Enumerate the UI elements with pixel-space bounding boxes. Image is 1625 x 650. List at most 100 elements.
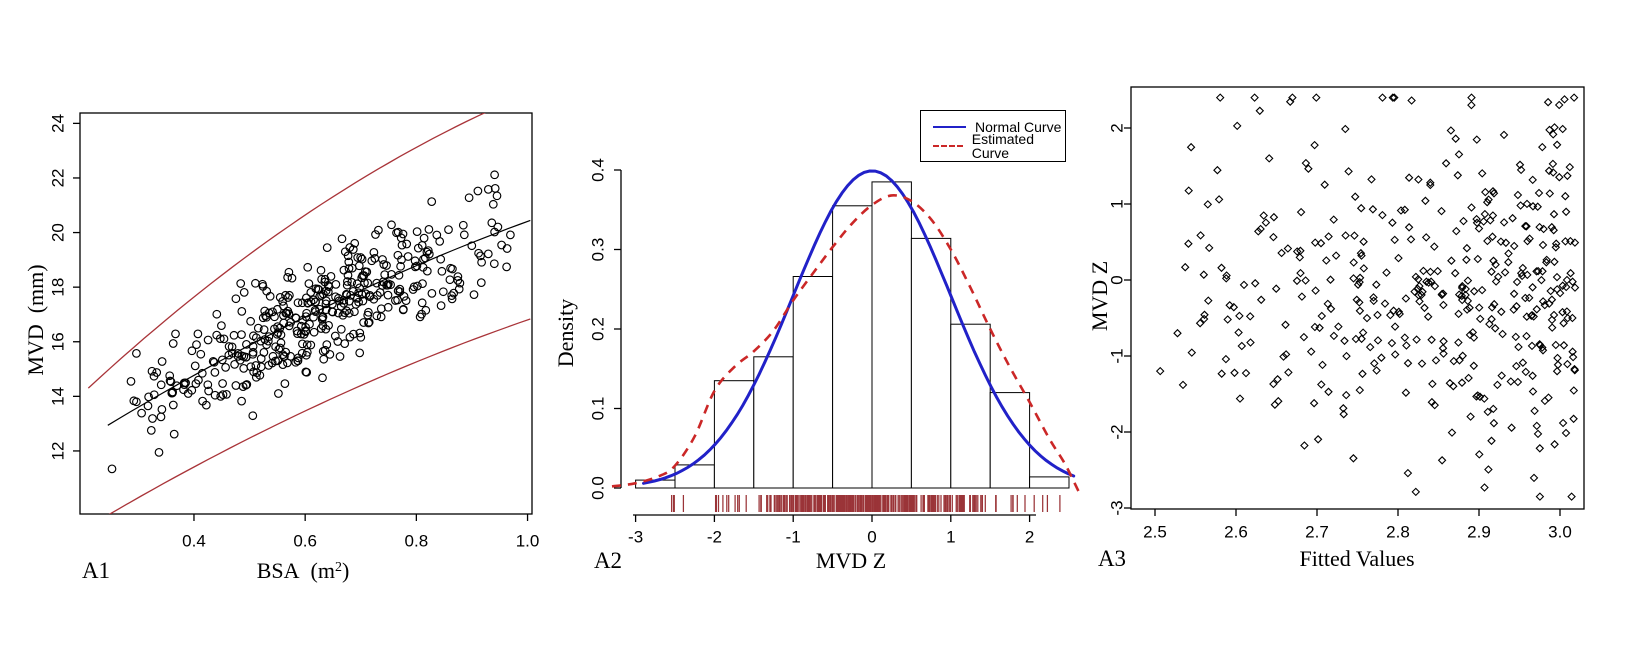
a3-data-point [1530, 406, 1539, 416]
a3-data-point [1480, 394, 1489, 403]
a1-y-axis-title: MVD (mm) [23, 264, 48, 376]
a1-data-point [193, 329, 203, 339]
a3-data-point [1407, 96, 1416, 105]
a2-hist-bar [753, 356, 794, 489]
legend-label-estimated: Estimated Curve [971, 130, 1034, 161]
a3-data-point [1349, 258, 1358, 267]
a3-data-point [1310, 238, 1320, 247]
a3-data-point [1355, 277, 1364, 287]
a3-data-point [1414, 275, 1423, 284]
a3-data-point [1552, 272, 1562, 282]
a3-data-point [1368, 205, 1378, 214]
a1-data-point [437, 266, 447, 276]
a3-data-point [1342, 351, 1351, 361]
a1-data-point [172, 381, 182, 391]
a3-data-point [1426, 178, 1435, 187]
a1-data-point [454, 284, 464, 294]
a3-data-point [1367, 175, 1376, 184]
a1-data-point [399, 304, 408, 314]
a3-data-point [1569, 93, 1579, 102]
a3-data-point [1269, 212, 1279, 222]
a3-y-tick-label: -2 [1108, 424, 1127, 439]
a1-data-point [447, 294, 457, 304]
a3-data-point [1417, 359, 1427, 368]
a3-data-point [1221, 354, 1231, 364]
a3-data-point [1292, 247, 1302, 256]
a3-data-point [1547, 323, 1557, 332]
a3-data-point [1195, 318, 1205, 328]
a3-data-point [1350, 192, 1360, 201]
a3-data-point [1544, 166, 1554, 176]
a3-data-point [1490, 324, 1500, 333]
a1-data-point [335, 352, 345, 361]
a1-data-point [339, 298, 349, 308]
a3-data-point [1269, 379, 1278, 389]
a3-data-point [1430, 242, 1439, 251]
a1-data-point [488, 199, 498, 209]
a3-data-point [1547, 222, 1557, 232]
a3-data-point [1256, 295, 1266, 305]
a3-data-point [1439, 349, 1448, 358]
a1-data-point [383, 290, 393, 300]
a1-data-point [283, 273, 292, 282]
panel-tag-a1: A1 [81, 558, 111, 583]
a1-x-tick-label: 0.6 [293, 532, 317, 551]
a3-data-point [1295, 253, 1305, 262]
a3-data-point [1196, 231, 1205, 240]
a3-data-point [1525, 234, 1534, 243]
a3-data-point [1173, 328, 1182, 338]
a3-points [1155, 93, 1580, 501]
a3-data-point [1462, 243, 1472, 253]
a3-data-point [1523, 236, 1532, 246]
a3-y-tick-label: 2 [1108, 123, 1127, 132]
a3-data-point [1558, 124, 1567, 134]
a3-data-point [1464, 373, 1473, 383]
a1-data-point [383, 302, 393, 312]
a1-data-point [217, 355, 227, 365]
a1-data-point [399, 292, 409, 301]
a2-hist-bar [674, 464, 715, 489]
a3-data-point [1500, 268, 1510, 277]
a3-data-point [1475, 392, 1485, 402]
a3-data-point [1501, 238, 1511, 248]
a3-data-point [1562, 275, 1572, 285]
a3-data-point [1563, 313, 1572, 323]
a1-data-point [322, 243, 332, 252]
a1-data-point [237, 351, 247, 361]
a1-data-point [353, 253, 363, 262]
a3-data-point [1533, 266, 1543, 276]
a1-data-point [190, 361, 200, 371]
a1-data-point [318, 346, 328, 356]
a3-data-point [1516, 165, 1526, 175]
a3-data-point [1355, 298, 1364, 307]
a3-data-point [1372, 366, 1381, 375]
a3-data-point [1509, 305, 1518, 314]
a3-data-point [1301, 276, 1310, 285]
a3-data-point [1513, 377, 1523, 387]
a3-data-point [1542, 255, 1551, 265]
a3-data-point [1514, 342, 1523, 352]
a3-data-point [1424, 278, 1433, 287]
a1-data-point [473, 186, 483, 196]
a3-data-point [1516, 268, 1526, 278]
a3-data-point [1270, 400, 1280, 409]
a1-data-point [490, 184, 500, 193]
a1-data-point [309, 327, 319, 337]
a3-data-point [1515, 160, 1525, 170]
a3-data-point [1453, 171, 1463, 180]
a3-data-point [1527, 311, 1537, 320]
a1-data-point [239, 288, 249, 297]
a3-data-point [1462, 255, 1471, 265]
a3-data-point [1415, 281, 1424, 291]
a1-data-point [321, 299, 331, 309]
a3-data-point [1528, 175, 1537, 185]
a1-data-point [321, 305, 331, 315]
a1-data-point [318, 321, 328, 331]
a3-data-point [1334, 322, 1343, 331]
a3-data-point [1552, 366, 1562, 376]
a1-data-point [239, 364, 249, 373]
a1-y-tick-label: 24 [49, 114, 68, 133]
a3-data-point [1284, 368, 1293, 377]
a3-data-point [1499, 218, 1509, 227]
